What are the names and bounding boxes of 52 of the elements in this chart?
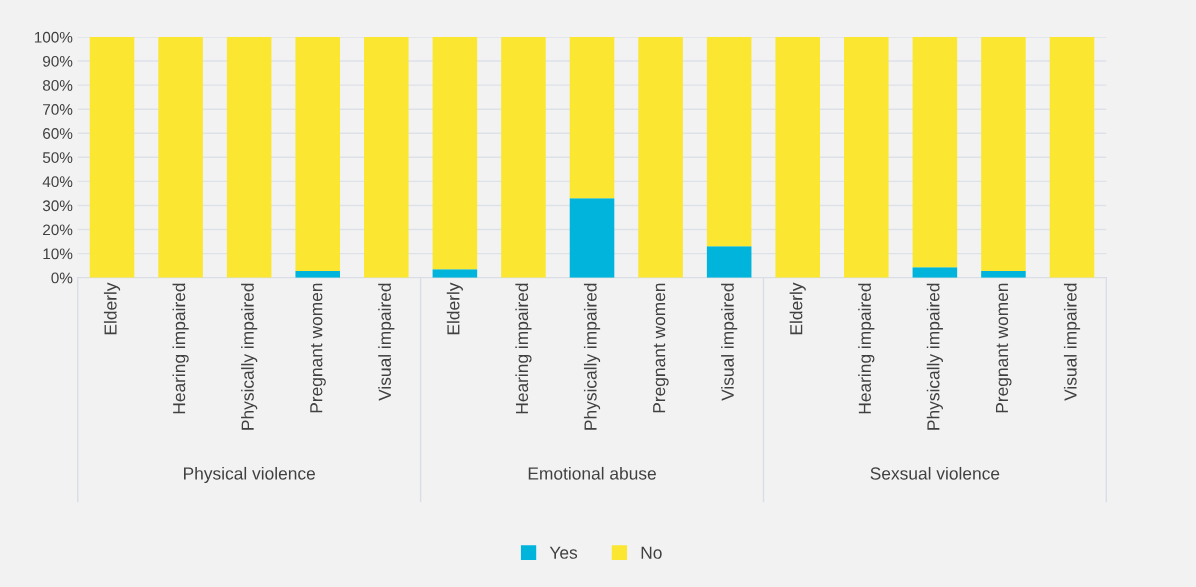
x-tick-label: Elderly: [103, 282, 121, 335]
bar: [501, 36, 546, 278]
text: Physical violence: [184, 466, 315, 484]
bar: [1049, 36, 1095, 278]
x-tick-label: Visual impaired: [1063, 283, 1081, 401]
text: Sexsual violence: [870, 466, 1000, 480]
bar: [706, 246, 752, 278]
bar: [295, 270, 341, 278]
x-tick-label: Physically impaired: [583, 283, 601, 430]
bar: [569, 198, 615, 278]
x-tick-label: Physically impaired: [926, 283, 943, 430]
bar: [981, 36, 1026, 271]
bar: [295, 36, 341, 271]
bar: [432, 269, 478, 278]
bar: [775, 36, 821, 278]
x-tick-label: Pregnant women: [310, 283, 326, 413]
x-tick-label: Elderly: [789, 282, 806, 335]
legend-label: No: [641, 546, 662, 559]
bar: [226, 36, 272, 278]
x-tick-label: Pregnant women: [653, 283, 669, 413]
x-tick-label: Hearing impaired: [515, 283, 532, 414]
bar: [706, 36, 752, 247]
bar: [89, 36, 135, 278]
y-tick-label: 10%: [43, 248, 73, 260]
y-tick-label: 60%: [43, 128, 73, 139]
bar: [364, 36, 409, 278]
bar: [638, 36, 683, 278]
y-tick-label: 20%: [43, 224, 73, 236]
bar: [844, 36, 889, 278]
x-tick-label: Hearing impaired: [858, 283, 875, 414]
x-tick-label: Physically impaired: [241, 283, 258, 430]
y-tick-label: 70%: [43, 104, 73, 115]
y-tick-label: 50%: [42, 152, 73, 163]
bar: [912, 36, 958, 268]
y-tick-label: 80%: [42, 79, 73, 91]
x-tick-label: Hearing impaired: [172, 283, 189, 414]
bar: [569, 36, 615, 199]
y-tick-label: 0%: [51, 272, 73, 284]
bar: [158, 36, 203, 278]
y-tick-label: 90%: [43, 55, 73, 67]
x-tick-label: Visual impaired: [721, 283, 738, 401]
y-tick-label: 40%: [42, 176, 73, 188]
y-tick-label: 100%: [34, 31, 73, 43]
x-tick-label: Elderly: [446, 282, 463, 335]
text: Emotional abuse: [528, 466, 656, 480]
bar: [981, 270, 1026, 278]
bar: [912, 267, 958, 278]
legend-label: Yes: [549, 546, 578, 559]
y-tick-label: 30%: [42, 200, 73, 212]
bar: [432, 36, 478, 270]
x-tick-label: Visual impaired: [378, 283, 395, 401]
x-tick-label: Pregnant women: [995, 283, 1012, 413]
